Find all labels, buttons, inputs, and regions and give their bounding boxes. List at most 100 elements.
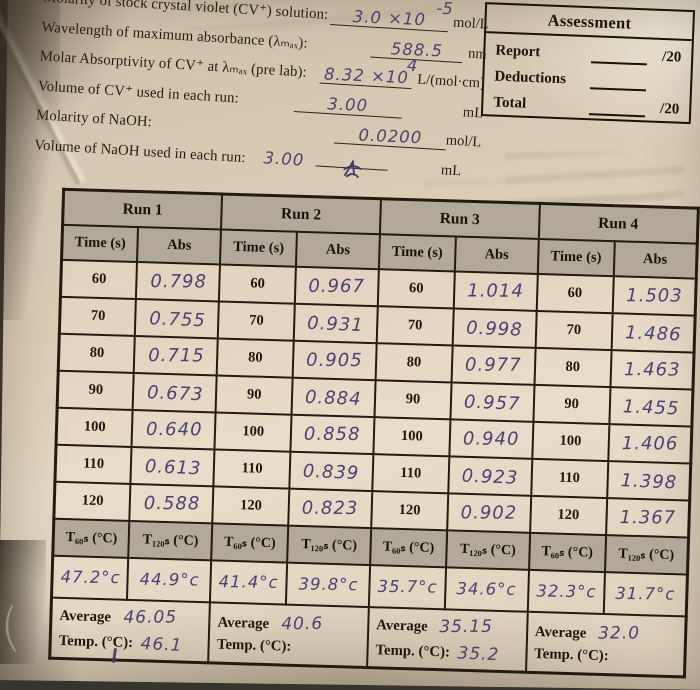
handwritten-value: 0.957	[463, 391, 521, 415]
time-cell: 80	[534, 347, 612, 388]
abs-cell: 0.998	[452, 308, 537, 348]
abs-cell: 0.798	[136, 262, 221, 302]
blank-line	[588, 99, 646, 118]
handwritten-value: 34.6°c	[456, 579, 517, 599]
abs-cell: 0.588	[129, 483, 214, 524]
time-cell: 90	[533, 384, 611, 425]
handwritten-value: 44.9°c	[139, 569, 200, 590]
temp-cell: 35.7°c	[368, 565, 446, 610]
temp-cell: 34.6°c	[444, 567, 529, 612]
average-temp-cell: Average 32.0 Temp. (°C):	[525, 611, 687, 677]
handwritten-value: 0.673	[146, 382, 204, 406]
abs-cell: 1.486	[611, 313, 696, 353]
time-cell: 90	[215, 375, 293, 415]
abs-cell: 0.640	[131, 409, 216, 450]
field-label: Molarity of NaOH:	[35, 107, 153, 131]
handwritten-exponent: -5	[436, 0, 454, 19]
assessment-box: Assessment Report /20 Deductions Total /…	[480, 2, 696, 125]
time-cell: 90	[374, 380, 452, 420]
handwritten-value: 40.6	[281, 613, 323, 635]
abs-cell: 0.940	[449, 419, 534, 459]
temp-cell: 31.7°c	[603, 572, 688, 617]
abs-cell: 1.398	[606, 461, 691, 501]
temp-cell: 39.8°c	[286, 562, 371, 608]
time-cell: 70	[218, 301, 295, 341]
t120-header: T₁₂₀ₛ (°C)	[287, 525, 372, 566]
assessment-label: Total	[493, 94, 527, 112]
time-col-header: Time (s)	[220, 229, 298, 267]
temp-cell: 47.2°c	[51, 555, 129, 600]
abs-cell: 1.406	[607, 424, 692, 464]
answer-line: 8.32 ×10 4	[319, 56, 418, 90]
time-cell: 60	[377, 269, 455, 309]
handwritten-value: 1.367	[619, 507, 676, 529]
abs-col-header: Abs	[454, 236, 539, 274]
abs-cell: 0.884	[291, 377, 376, 418]
t60-header: T₆₀ₛ (°C)	[211, 523, 289, 563]
run-header: Run 4	[538, 203, 699, 244]
t120-header: T₁₂₀ₛ (°C)	[128, 520, 213, 561]
handwritten-value: 31.7°c	[615, 583, 676, 604]
time-cell: 110	[213, 449, 291, 489]
t120-header: T₁₂₀ₛ (°C)	[604, 535, 689, 575]
abs-cell: 0.923	[448, 456, 533, 496]
average-temp-cell: Average 35.15 Temp. (°C): 35.2	[367, 607, 528, 673]
abs-col-header: Abs	[613, 241, 698, 279]
unit-label: L/(mol·cm)	[416, 71, 486, 92]
assessment-label: Deductions	[494, 68, 567, 88]
blank-line	[590, 47, 648, 66]
abs-cell: 0.931	[293, 303, 378, 344]
handwritten-value: 0.640	[145, 419, 203, 441]
assessment-label: Report	[495, 42, 541, 61]
handwritten-value: 35.15	[439, 617, 494, 638]
run-header: Run 1	[62, 189, 223, 230]
time-cell: 60	[219, 264, 297, 304]
time-cell: 80	[58, 333, 136, 373]
abs-cell: 0.673	[133, 372, 217, 413]
time-cell: 100	[373, 417, 451, 457]
average-label: Average	[376, 617, 428, 636]
handwritten-value: 0.977	[465, 354, 522, 376]
average-temp-cell: Average 46.05 Temp. (°C): 46.1	[49, 597, 211, 663]
handwritten-value: 3.0 ×10	[352, 7, 427, 30]
time-col-header: Time (s)	[378, 234, 456, 272]
run-header: Run 3	[379, 198, 540, 239]
handwritten-value: 8.32 ×10	[323, 64, 410, 88]
time-col-header: Time (s)	[537, 238, 615, 277]
handwritten-value: 0.858	[304, 423, 361, 446]
kinetics-data-table: Run 1 Run 2 Run 3 Run 4 Time (s) Abs Tim…	[48, 187, 700, 679]
handwritten-value: 0.798	[149, 271, 207, 293]
abs-cell: 0.755	[135, 299, 220, 339]
abs-cell: 1.367	[605, 498, 690, 538]
score-denominator: /20	[659, 100, 680, 118]
handwritten-value: 1.463	[623, 359, 681, 381]
handwritten-value: 3.00	[263, 147, 305, 170]
average-label: Average	[217, 614, 270, 633]
form-field-naoh-volume: Volume of NaOH used in each run: 3.00 mL	[33, 134, 480, 191]
abs-cell: 1.455	[608, 387, 693, 427]
handwritten-value: 47.2°c	[60, 567, 121, 588]
handwritten-value: 32.3°c	[535, 581, 597, 602]
handwritten-value: 0.998	[465, 317, 524, 341]
abs-cell: 0.839	[289, 451, 374, 492]
average-temp-label: Temp. (°C):	[58, 632, 134, 652]
t60-header: T₆₀ₛ (°C)	[52, 518, 130, 558]
handwritten-value: 0.967	[308, 275, 366, 298]
handwritten-value: 0.823	[301, 497, 359, 520]
time-cell: 120	[371, 491, 449, 531]
handwritten-value: 46.05	[122, 607, 177, 629]
abs-cell: 0.902	[447, 493, 531, 533]
unit-label: mol/L	[452, 14, 489, 33]
ink-scribble-icon	[343, 158, 362, 178]
handwritten-value: 41.4°c	[218, 572, 279, 592]
abs-col-header: Abs	[296, 231, 380, 270]
score-denominator: /20	[661, 48, 682, 66]
time-cell: 80	[216, 338, 294, 378]
handwritten-value: 32.0	[598, 623, 641, 644]
handwritten-value: 0.839	[302, 460, 361, 485]
handwritten-value: 0.755	[148, 308, 206, 332]
handwritten-exponent: 4	[406, 55, 418, 76]
time-cell: 80	[375, 343, 453, 383]
answer-line	[315, 158, 388, 178]
